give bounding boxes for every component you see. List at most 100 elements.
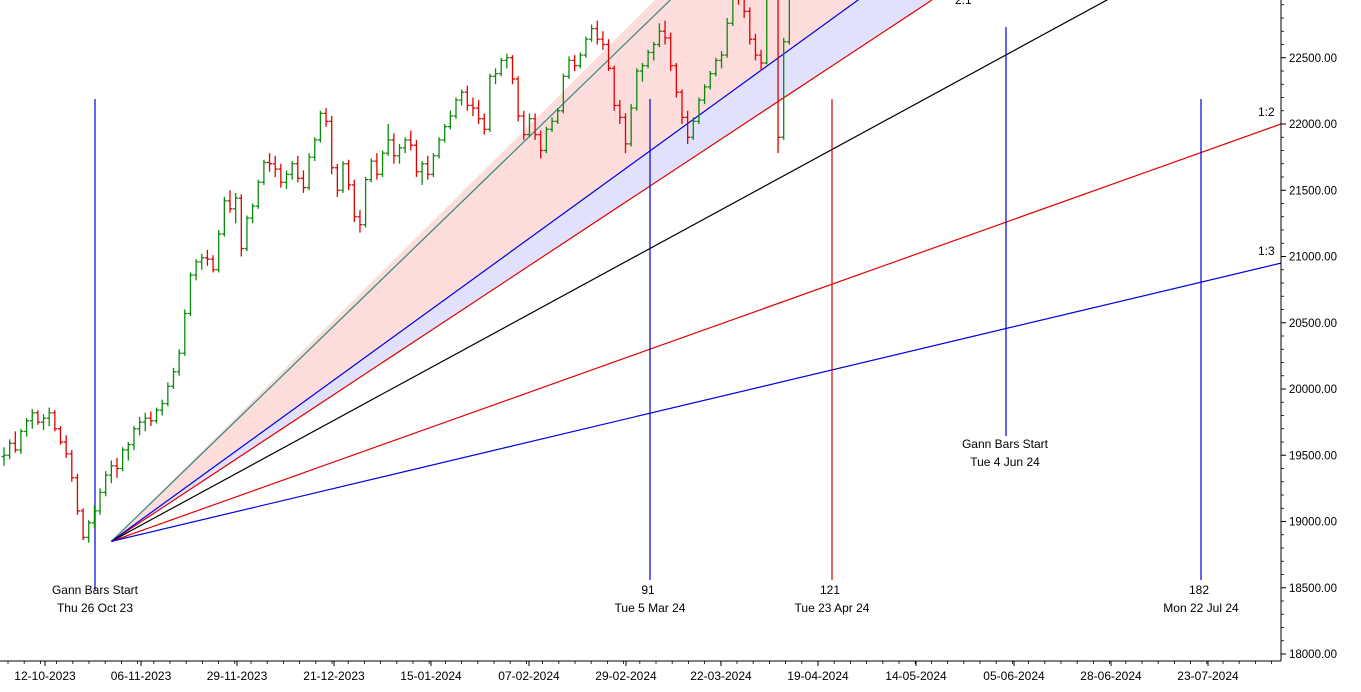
ohlc-bar [329, 116, 335, 175]
y-tick-label: 20000.00 [1289, 384, 1337, 396]
x-tick-label: 12-10-2023 [14, 669, 76, 683]
ohlc-bar [204, 249, 210, 266]
x-tick-label: 29-02-2024 [595, 669, 657, 683]
ohlc-bar [583, 36, 589, 58]
ohlc-bar [656, 23, 662, 48]
ohlc-bar [97, 488, 103, 515]
ohlc-bar [510, 55, 515, 85]
x-tick-label: 21-12-2023 [303, 669, 365, 683]
ohlc-bar [504, 53, 510, 69]
ohlc-bar [284, 170, 289, 189]
ohlc-bar [391, 133, 397, 164]
ohlc-bar [481, 113, 487, 135]
ohlc-bar [425, 155, 431, 180]
time-marker-date: Tue 5 Mar 24 [615, 601, 686, 615]
ohlc-bar [255, 179, 261, 209]
ohlc-bar [165, 382, 171, 407]
ohlc-bar [560, 73, 566, 114]
ohlc-bar [730, 0, 734, 26]
ohlc-bar [351, 179, 357, 223]
ohlc-bar [724, 18, 730, 58]
ohlc-bar [713, 57, 719, 77]
ohlc-bar [334, 163, 340, 197]
ohlc-bar [679, 89, 685, 124]
ohlc-bar [549, 117, 555, 132]
ohlc-bar [131, 426, 137, 450]
ohlc-bar [577, 52, 583, 69]
ohlc-bar [498, 57, 504, 77]
time-marker-date: Mon 22 Jul 24 [1163, 601, 1239, 615]
ohlc-bar [272, 155, 278, 177]
ohlc-bar [476, 100, 482, 124]
ohlc-bar [261, 159, 267, 185]
x-tick-label: 07-02-2024 [498, 669, 560, 683]
ohlc-bar [63, 435, 69, 458]
ohlc-bar [696, 97, 702, 124]
ohlc-bar [289, 161, 295, 180]
ohlc-bar [781, 37, 787, 140]
ohlc-bar [1, 447, 7, 466]
ohlc-bar [7, 439, 13, 460]
ohlc-bar [430, 153, 436, 177]
ohlc-bar [103, 471, 109, 497]
ohlc-bar [29, 408, 35, 429]
ohlc-bar [323, 108, 329, 127]
y-tick-label: 22000.00 [1289, 119, 1337, 131]
ohlc-bar [385, 124, 391, 156]
x-tick-label: 23-07-2024 [1177, 669, 1239, 683]
x-tick-label: 28-06-2024 [1080, 669, 1142, 683]
time-marker-count: 182 [1189, 583, 1209, 597]
time-marker-date: Tue 23 Apr 24 [795, 601, 870, 615]
ohlc-bar [340, 161, 346, 193]
ohlc-bar [210, 255, 216, 273]
ohlc-bar [719, 51, 725, 69]
ohlc-bar [238, 194, 244, 257]
ohlc-bar [685, 110, 691, 144]
ohlc-bar [668, 32, 674, 71]
gann-angle-label: 1:2 [1258, 105, 1275, 119]
ohlc-bar [521, 110, 527, 140]
gann-start-date: Thu 26 Oct 23 [57, 601, 133, 615]
ohlc-bar [589, 24, 595, 42]
ohlc-bar [306, 153, 312, 191]
gann-start-label: Gann Bars Start [962, 437, 1049, 451]
ohlc-bar [743, 0, 747, 18]
ohlc-bar [193, 259, 199, 281]
ohlc-bar [46, 407, 52, 427]
gann-start-label: Gann Bars Start [52, 583, 139, 597]
gann-angle-1-2 [111, 123, 1281, 542]
y-tick-label: 22500.00 [1289, 53, 1337, 65]
ohlc-bar [752, 33, 758, 61]
x-tick-label: 15-01-2024 [400, 669, 462, 683]
ohlc-bar [623, 113, 628, 154]
ohlc-bar [171, 367, 176, 389]
ohlc-bar [317, 110, 323, 143]
x-tick-label: 05-06-2024 [983, 669, 1045, 683]
ohlc-bar [526, 113, 532, 138]
y-tick-label: 18500.00 [1289, 583, 1337, 595]
ohlc-bar [216, 230, 222, 273]
ohlc-bar [142, 412, 148, 432]
x-tick-label: 06-11-2023 [111, 669, 172, 683]
ohlc-bar [594, 20, 600, 45]
ohlc-bar [300, 170, 306, 193]
ohlc-bar [154, 407, 160, 424]
ohlc-bar [120, 447, 126, 472]
ohlc-bar [233, 192, 239, 224]
ohlc-bar [295, 155, 301, 183]
ohlc-bar [125, 442, 131, 461]
ohlc-bar [267, 153, 273, 172]
ohlc-bar [363, 177, 369, 228]
ohlc-bar [12, 431, 18, 453]
x-tick-label: 22-03-2024 [690, 669, 752, 683]
gann-angle-1-3 [111, 262, 1281, 542]
ohlc-bar [628, 104, 634, 147]
ohlc-bar [408, 130, 414, 151]
ohlc-bar [86, 520, 92, 543]
ohlc-bar [436, 137, 442, 159]
ohlc-bar [538, 130, 544, 159]
ohlc-bar [487, 73, 493, 132]
ohlc-bar [227, 190, 233, 213]
ohlc-bar [600, 31, 606, 50]
